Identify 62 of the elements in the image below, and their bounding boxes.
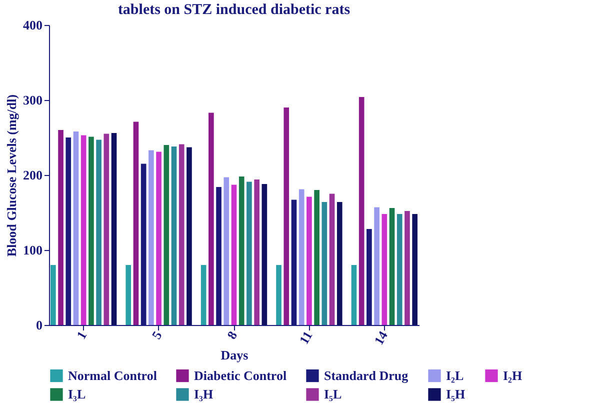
bar: [231, 184, 237, 325]
bar: [276, 265, 282, 325]
bar: [336, 202, 342, 325]
x-axis-title: Days: [220, 347, 248, 362]
bar: [306, 196, 312, 325]
x-tick-label: 14: [370, 328, 391, 348]
y-tick-label: 200: [23, 168, 42, 182]
legend-label: I₃H: [194, 386, 214, 402]
x-tick-label: 8: [224, 328, 240, 342]
bar: [382, 214, 388, 325]
bar: [298, 189, 304, 325]
chart-title: tablets on STZ induced diabetic rats: [118, 2, 350, 18]
bar: [164, 145, 170, 325]
bar: [224, 177, 230, 325]
bar: [404, 211, 410, 325]
bar: [254, 180, 260, 325]
bar: [314, 190, 320, 325]
bar: [96, 140, 102, 325]
bar: [262, 184, 268, 325]
bar: [88, 136, 94, 325]
bar: [104, 134, 110, 325]
bar: [208, 112, 214, 325]
bar: [351, 265, 357, 325]
bar: [178, 144, 184, 325]
bar: [50, 265, 56, 325]
y-axis-title: Blood Glucose Levels (mg/dl): [4, 94, 19, 257]
bar: [80, 135, 86, 325]
bar: [73, 132, 79, 325]
bar: [238, 176, 244, 325]
bar: [186, 147, 192, 325]
x-tick-label: 1: [73, 328, 90, 342]
bar: [374, 207, 380, 325]
bar: [322, 202, 328, 325]
bar: [200, 265, 206, 325]
legend-label: I₂L: [446, 368, 464, 383]
legend-label: Normal Control: [68, 368, 158, 383]
legend-label: Standard Drug: [324, 368, 409, 383]
bar: [148, 150, 154, 325]
bar: [412, 214, 418, 325]
bar: [58, 130, 64, 325]
bar: [329, 194, 335, 325]
bar: [396, 214, 402, 325]
bar: [284, 108, 290, 325]
x-tick-label: 11: [296, 328, 316, 347]
bar: [126, 265, 132, 325]
legend-label: I₅H: [446, 386, 466, 402]
bar: [358, 97, 364, 325]
legend-label: Diabetic Control: [194, 368, 287, 383]
x-tick-label: 5: [148, 328, 166, 342]
bar: [171, 146, 177, 325]
legend-label: I₂H: [503, 368, 522, 383]
legend-label: I₃L: [68, 386, 86, 402]
bar: [389, 208, 395, 325]
legend-label: I₅L: [324, 386, 342, 402]
bar: [111, 133, 117, 325]
y-tick-label: 100: [23, 242, 42, 258]
y-tick-label: 0: [36, 318, 42, 332]
y-tick-label: 300: [23, 92, 42, 108]
bar: [133, 122, 139, 325]
y-tick-label: 400: [23, 18, 42, 32]
bar: [246, 182, 252, 325]
bar: [156, 152, 162, 325]
